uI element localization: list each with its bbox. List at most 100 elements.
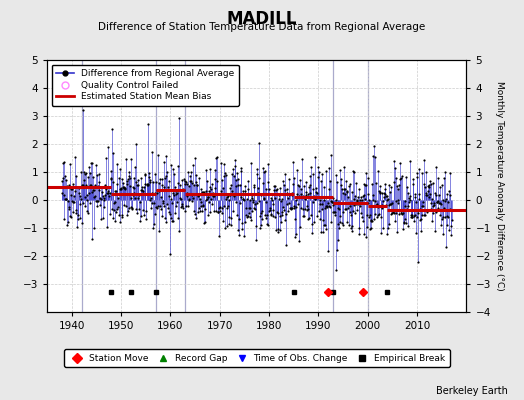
Point <box>394 200 402 206</box>
Point <box>188 198 196 205</box>
Point <box>140 180 149 187</box>
Point <box>114 195 123 202</box>
Point <box>157 193 165 200</box>
Point <box>366 211 374 218</box>
Point <box>424 188 432 194</box>
Point <box>416 206 424 212</box>
Point <box>67 192 75 198</box>
Point <box>174 214 182 221</box>
Point <box>97 183 106 190</box>
Point <box>74 185 83 191</box>
Point <box>403 206 411 212</box>
Point <box>441 198 450 204</box>
Point <box>228 188 236 195</box>
Point <box>329 201 337 208</box>
Point <box>447 216 456 223</box>
Point <box>434 205 442 211</box>
Point <box>428 196 436 203</box>
Point <box>90 187 98 193</box>
Point <box>88 236 96 242</box>
Point <box>325 165 334 171</box>
Point <box>127 194 135 201</box>
Point <box>237 165 246 172</box>
Point <box>59 175 67 182</box>
Point <box>231 162 239 169</box>
Point <box>139 188 147 194</box>
Point <box>183 190 192 197</box>
Point <box>97 184 106 190</box>
Point <box>138 206 147 213</box>
Point <box>397 175 406 182</box>
Point <box>227 215 235 221</box>
Point <box>64 198 72 204</box>
Point <box>385 182 393 188</box>
Point <box>163 168 171 175</box>
Point <box>66 213 74 220</box>
Point <box>407 214 415 220</box>
Point <box>423 182 432 189</box>
Point <box>361 195 369 202</box>
Point <box>60 158 69 165</box>
Point <box>108 126 116 132</box>
Point <box>139 211 148 218</box>
Point <box>355 224 363 231</box>
Point <box>266 205 274 211</box>
Point <box>358 218 367 224</box>
Point <box>341 186 349 193</box>
Point <box>379 194 388 200</box>
Point <box>346 209 354 215</box>
Point <box>358 214 366 220</box>
Point <box>167 162 176 168</box>
Point <box>209 193 217 200</box>
Point <box>72 173 80 179</box>
Point <box>289 181 297 188</box>
Point <box>309 186 317 192</box>
Point <box>383 197 391 204</box>
Point <box>117 175 126 182</box>
Point <box>249 197 257 204</box>
Point <box>71 207 80 213</box>
Point <box>272 208 281 215</box>
Point <box>144 120 152 127</box>
Point <box>210 208 218 214</box>
Point <box>293 201 302 208</box>
Point <box>247 160 255 166</box>
Point <box>137 213 146 220</box>
Point <box>209 190 217 196</box>
Point <box>372 180 380 186</box>
Point <box>219 185 227 191</box>
Point <box>298 194 307 200</box>
Point <box>300 213 309 220</box>
Point <box>380 191 389 197</box>
Point <box>71 188 79 194</box>
Point <box>102 186 110 192</box>
Point <box>129 184 137 190</box>
Point <box>212 154 220 161</box>
Point <box>196 208 204 214</box>
Point <box>414 258 422 265</box>
Point <box>106 210 114 217</box>
Point <box>165 193 173 199</box>
Point <box>359 192 367 199</box>
Point <box>139 190 148 196</box>
Point <box>279 204 287 210</box>
Point <box>252 237 260 244</box>
Point <box>425 182 433 188</box>
Point <box>432 164 440 170</box>
Point <box>192 178 201 185</box>
Point <box>87 160 95 167</box>
Point <box>340 186 348 192</box>
Point <box>289 203 298 209</box>
Point <box>238 226 246 232</box>
Point <box>384 224 392 231</box>
Point <box>421 190 430 197</box>
Point <box>301 206 309 212</box>
Point <box>353 197 361 203</box>
Point <box>328 199 336 206</box>
Point <box>367 181 376 188</box>
Point <box>77 196 85 202</box>
Point <box>125 172 134 179</box>
Point <box>99 214 107 221</box>
Point <box>417 228 425 234</box>
Point <box>313 190 322 196</box>
